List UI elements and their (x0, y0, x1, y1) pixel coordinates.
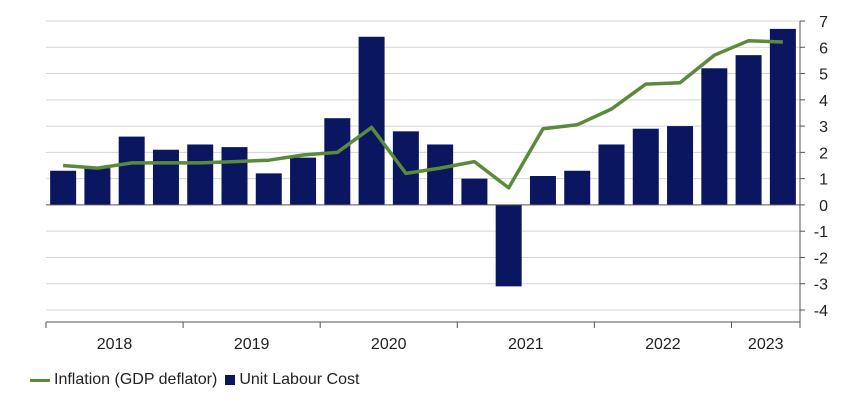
y-tick-label: 5 (819, 67, 828, 84)
x-year-label: 2018 (97, 336, 133, 353)
bar (701, 68, 728, 205)
x-year-label: 2023 (748, 336, 784, 353)
bar (152, 149, 179, 205)
bar (187, 144, 214, 205)
bar (84, 168, 111, 205)
bar (461, 178, 488, 205)
bar (495, 204, 522, 287)
y-tick-label: -4 (814, 303, 828, 320)
y-tick-label: -1 (814, 224, 828, 241)
y-tick-label: -3 (814, 277, 828, 294)
x-year-label: 2019 (234, 336, 270, 353)
y-tick-label: 2 (819, 145, 828, 162)
x-year-label: 2022 (645, 336, 681, 353)
bar (769, 28, 796, 205)
bar (564, 170, 591, 205)
bar (290, 157, 317, 205)
y-tick-label: 7 (819, 14, 828, 31)
axes (45, 20, 805, 328)
legend: Inflation (GDP deflator) Unit Labour Cos… (30, 368, 367, 392)
legend-label-ulc: Unit Labour Cost (239, 371, 360, 388)
y-tick-label: -2 (814, 250, 828, 267)
x-year-label: 2020 (371, 336, 407, 353)
bar (255, 173, 282, 205)
y-tick-label: 4 (819, 93, 828, 110)
x-year-label: 2021 (508, 336, 544, 353)
bar (529, 176, 556, 205)
legend-label-inflation: Inflation (GDP deflator) (54, 371, 218, 388)
bar (667, 126, 694, 205)
bar (427, 144, 454, 205)
y-tick-label: 6 (819, 40, 828, 57)
bar (598, 144, 625, 205)
bar (324, 118, 351, 205)
legend-item-ulc: Unit Labour Cost (225, 371, 359, 389)
y-tick-label: 3 (819, 119, 828, 136)
bar-series (50, 28, 796, 287)
legend-box-swatch (225, 375, 236, 385)
bar (118, 136, 145, 205)
bar (392, 131, 419, 205)
y-tick-label: 0 (819, 198, 828, 215)
legend-line-swatch (30, 378, 50, 382)
y-tick-label: 1 (819, 172, 828, 189)
bar (632, 128, 659, 205)
legend-item-inflation: Inflation (GDP deflator) (30, 371, 217, 389)
bar (221, 147, 248, 205)
x-year-labels: 2018 2019 2020 2021 2022 2023 (97, 336, 784, 353)
inflation-line (62, 38, 783, 190)
line-series (62, 38, 783, 190)
bar (735, 55, 762, 205)
bar (358, 36, 385, 205)
bar (50, 170, 77, 205)
y-tick-labels: -4 -3 -2 -1 0 1 2 3 4 5 6 7 (814, 14, 828, 320)
